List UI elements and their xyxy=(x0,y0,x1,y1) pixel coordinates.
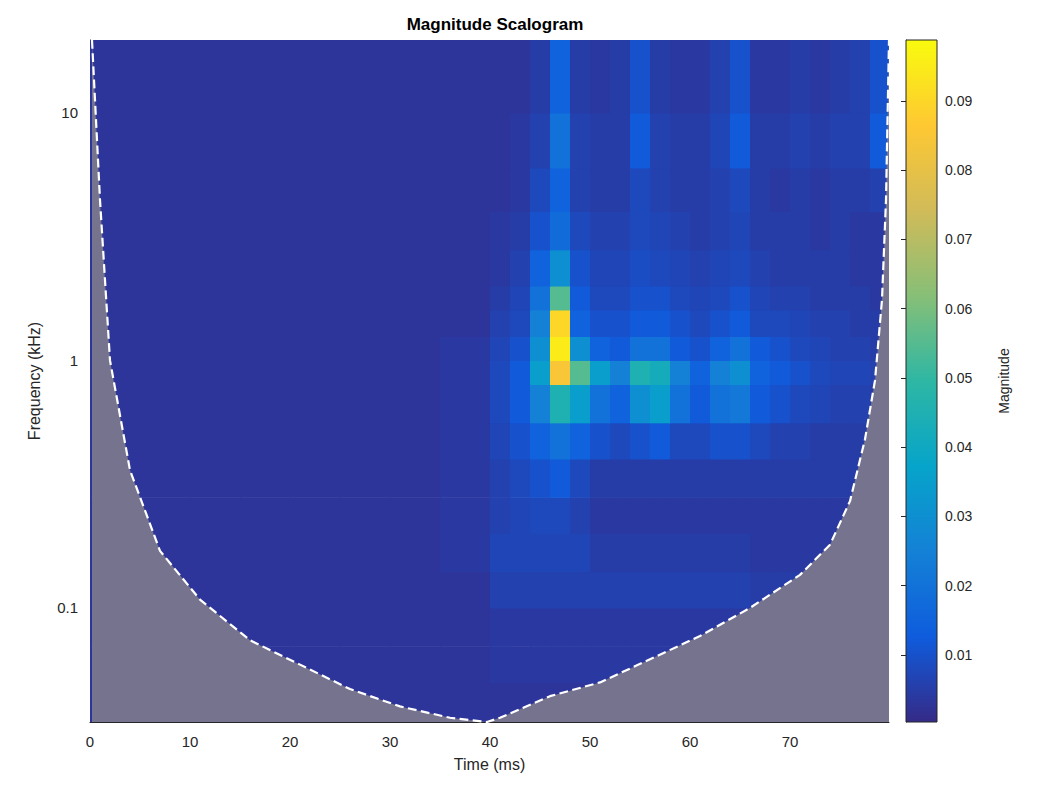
svg-text:0.06: 0.06 xyxy=(945,301,972,317)
svg-text:0.04: 0.04 xyxy=(945,439,972,455)
svg-text:50: 50 xyxy=(582,733,599,750)
svg-text:0.07: 0.07 xyxy=(945,231,972,247)
svg-text:0.02: 0.02 xyxy=(945,578,972,594)
svg-text:Magnitude: Magnitude xyxy=(996,348,1012,414)
svg-text:1: 1 xyxy=(70,352,78,369)
svg-text:Time (ms): Time (ms) xyxy=(454,756,525,773)
svg-text:10: 10 xyxy=(182,733,199,750)
svg-text:60: 60 xyxy=(682,733,699,750)
svg-text:0.09: 0.09 xyxy=(945,93,972,109)
svg-text:0.01: 0.01 xyxy=(945,647,972,663)
svg-text:Frequency (kHz): Frequency (kHz) xyxy=(26,322,43,440)
svg-text:30: 30 xyxy=(382,733,399,750)
svg-text:10: 10 xyxy=(61,104,78,121)
svg-text:0.05: 0.05 xyxy=(945,370,972,386)
svg-text:20: 20 xyxy=(282,733,299,750)
svg-text:0.1: 0.1 xyxy=(57,599,78,616)
svg-text:0.08: 0.08 xyxy=(945,162,972,178)
svg-text:0.03: 0.03 xyxy=(945,508,972,524)
svg-text:70: 70 xyxy=(782,733,799,750)
svg-text:Magnitude Scalogram: Magnitude Scalogram xyxy=(407,15,584,34)
svg-text:0: 0 xyxy=(86,733,94,750)
svg-text:40: 40 xyxy=(482,733,499,750)
